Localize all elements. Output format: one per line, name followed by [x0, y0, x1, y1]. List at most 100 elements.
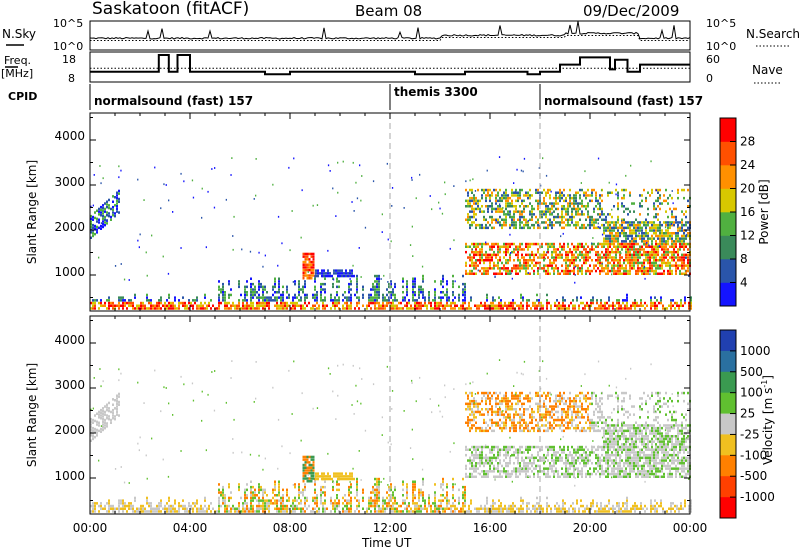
velocity-cell — [158, 502, 160, 505]
power-cell — [491, 210, 493, 213]
velocity-cell — [620, 510, 622, 513]
velocity-cell — [344, 510, 346, 513]
power-cell — [555, 202, 557, 205]
power-cell — [504, 301, 506, 305]
power-cell — [643, 237, 645, 240]
power-cell — [412, 277, 414, 280]
velocity-cell — [493, 464, 495, 468]
power-cell — [561, 256, 563, 259]
power-cell — [270, 296, 272, 299]
power-cell — [677, 234, 679, 238]
power-cell — [597, 199, 599, 203]
velocity-cell — [382, 507, 384, 510]
velocity-cell — [485, 399, 487, 403]
power-cell — [617, 191, 619, 194]
power-cell — [491, 267, 493, 270]
velocity-cell — [546, 510, 548, 513]
power-cell — [618, 307, 620, 310]
power-cell — [94, 227, 96, 230]
power-cell — [620, 307, 622, 310]
power-cell — [625, 259, 627, 262]
velocity-cell — [310, 477, 313, 480]
velocity-cell — [408, 504, 410, 508]
power-cell — [528, 299, 530, 302]
velocity-cell — [473, 467, 475, 470]
velocity-cell — [316, 499, 318, 502]
velocity-cell — [128, 507, 130, 510]
velocity-cell — [146, 502, 148, 505]
power-cell — [569, 202, 571, 205]
power-cell — [252, 291, 254, 294]
power-cell — [525, 245, 527, 248]
power-cell — [593, 207, 595, 211]
power-cell — [144, 307, 146, 310]
power-cell — [234, 307, 236, 310]
power-cell — [110, 215, 112, 219]
velocity-cell — [118, 504, 120, 508]
power-cell — [597, 222, 599, 225]
power-cell — [610, 304, 612, 307]
power-cell — [360, 276, 362, 278]
power-cell — [598, 307, 600, 310]
power-cell — [647, 237, 649, 240]
power-cell — [262, 296, 264, 299]
velocity-cell — [372, 485, 374, 489]
power-cell — [414, 291, 416, 294]
power-cell — [509, 202, 511, 205]
power-cell — [418, 288, 420, 291]
power-cell — [604, 307, 606, 310]
velocity-cell — [388, 485, 390, 489]
velocity-cell — [308, 469, 311, 472]
power-cell — [549, 207, 551, 211]
velocity-cell — [473, 416, 475, 419]
power-cell — [238, 304, 240, 307]
power-cell — [374, 301, 376, 305]
power-cell — [513, 215, 515, 219]
power-cell — [471, 215, 473, 219]
power-cell — [487, 210, 489, 213]
velocity-cell — [632, 507, 634, 510]
power-cell — [657, 245, 659, 248]
power-cell — [564, 304, 566, 307]
power-cell — [655, 215, 657, 219]
velocity-cell — [426, 507, 428, 510]
velocity-cell — [392, 504, 394, 508]
velocity-cell — [244, 494, 246, 497]
power-cell — [526, 307, 528, 310]
velocity-cell — [246, 510, 248, 513]
power-cell — [442, 291, 444, 294]
power-cell — [356, 304, 358, 307]
velocity-cell — [688, 510, 690, 513]
power-cell — [585, 226, 587, 230]
power-cell — [681, 245, 683, 248]
power-cell — [684, 301, 686, 305]
power-cell — [252, 296, 254, 299]
power-cell — [100, 304, 102, 307]
velocity-cell — [212, 507, 214, 510]
power-cell — [432, 307, 434, 310]
velocity-cell — [138, 507, 140, 510]
power-cell — [681, 272, 683, 275]
power-cell — [617, 205, 619, 208]
power-cell — [679, 272, 681, 275]
velocity-cell — [630, 510, 632, 513]
velocity-cell — [374, 494, 376, 497]
power-cell — [659, 267, 661, 270]
velocity-cell — [650, 510, 652, 513]
power-cell — [590, 304, 592, 307]
velocity-cell — [334, 499, 336, 502]
power-cell — [605, 250, 607, 254]
power-cell — [547, 218, 549, 221]
power-cell — [204, 307, 206, 310]
power-cell — [495, 202, 497, 205]
power-cell — [258, 304, 260, 307]
power-cell — [252, 288, 254, 291]
power-cell — [525, 242, 527, 246]
power-cell — [347, 274, 349, 278]
power-cell — [517, 256, 519, 259]
power-cell — [322, 301, 324, 305]
power-cell — [232, 304, 234, 307]
power-cell — [231, 157, 233, 159]
power-cell — [614, 304, 616, 307]
power-cell — [549, 261, 551, 265]
